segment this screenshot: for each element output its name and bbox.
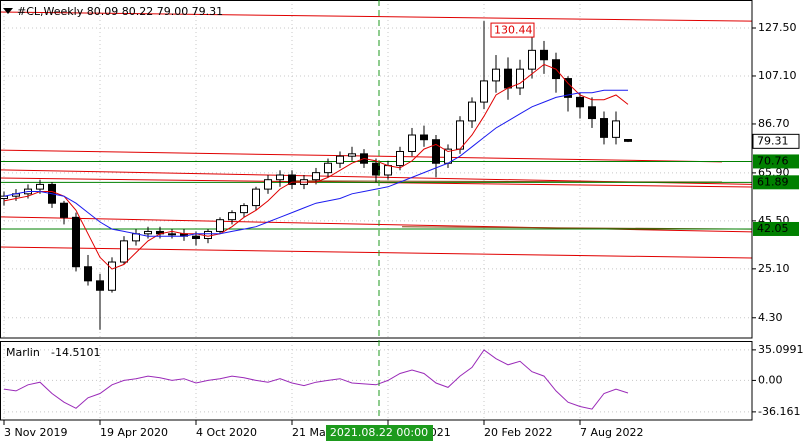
candle-body (480, 80, 489, 103)
candle-body (203, 230, 212, 240)
candle-body (516, 68, 525, 89)
price-label-box (752, 133, 800, 149)
candle-body (227, 212, 236, 221)
candle-body (504, 68, 513, 89)
main-plot (0, 11, 752, 330)
candle-body (528, 49, 537, 70)
candle-body (239, 205, 248, 214)
x-tick-label: 3 Nov 2019 (4, 426, 67, 439)
y-tick-label: 25.10 (758, 262, 790, 275)
candle-body (35, 183, 44, 190)
level-label: 61.89 (757, 175, 789, 188)
candle-body (167, 233, 176, 236)
series-line (3, 349, 629, 410)
candle-body (564, 78, 573, 98)
chart-title: #CL,Weekly 80.09 80.22 79.00 79.31 (17, 5, 223, 18)
candle-body (263, 179, 272, 190)
crosshair-label: 2021.08.22 00:00 (330, 426, 428, 439)
x-tick-label: 7 Aug 2022 (580, 426, 643, 439)
y-tick-label: 86.70 (758, 117, 790, 130)
candle-body (119, 240, 128, 263)
high-label: 130.44 (494, 24, 533, 37)
level-label-box (753, 221, 799, 236)
candle-body (95, 280, 104, 291)
candle-body (311, 172, 320, 181)
candle-body (408, 134, 417, 152)
candle-body (0, 195, 8, 200)
candle-body (420, 134, 429, 141)
candle-body (131, 233, 140, 242)
level-label-box (753, 154, 799, 169)
candle-body (287, 174, 296, 185)
candle-body (456, 120, 465, 150)
x-tick-label: 4 Oct 2020 (196, 426, 257, 439)
candle-body (372, 162, 380, 176)
price-label: 79.31 (757, 134, 789, 147)
candle-body (251, 188, 260, 207)
candle-body (624, 139, 633, 142)
x-tick-label: 19 Apr 2020 (100, 426, 168, 439)
trendline (0, 11, 752, 22)
candle-body (83, 266, 92, 282)
indicator-plot (3, 349, 629, 410)
candle-body (347, 153, 356, 157)
candle-body (492, 68, 501, 82)
candle-body (215, 219, 224, 232)
candle-body (323, 162, 332, 174)
series-line (3, 89, 628, 237)
candle-body (191, 235, 200, 240)
candle-body (540, 49, 549, 61)
candle-body (107, 261, 116, 291)
candle-body (143, 230, 152, 235)
indicator-name: Marlin (6, 346, 40, 359)
candle-body (384, 165, 393, 176)
candle-body (432, 139, 441, 164)
candle-body (468, 101, 477, 122)
candle-body (71, 216, 80, 268)
level-label: 42.05 (757, 222, 789, 235)
x-tick-label: 20 Feb 2022 (484, 426, 552, 439)
candle-body (275, 174, 284, 181)
crosshair-label-box (326, 425, 434, 441)
y-tick-label: -36.161 (758, 405, 800, 418)
level-label: 70.76 (757, 154, 789, 167)
candle-body (335, 155, 344, 164)
candle-body (576, 96, 585, 108)
candle-body (59, 202, 68, 218)
main-frame (0, 0, 753, 339)
y-tick-label: 35.0991 (758, 343, 804, 356)
high-label-box (490, 22, 535, 38)
candle-body (588, 106, 597, 120)
menu-arrow (3, 8, 13, 14)
y-tick-label: 4.30 (758, 311, 783, 324)
candle-body (612, 120, 621, 138)
indicator-value: -14.5101 (51, 346, 100, 359)
series-line (3, 63, 629, 270)
level-label-box (753, 175, 799, 190)
y-tick-label: 0.00 (758, 373, 783, 386)
candle-body (600, 118, 609, 138)
y-tick-label: 107.10 (758, 69, 797, 82)
y-tick-label: 127.50 (758, 21, 797, 34)
candle-body (396, 150, 405, 167)
